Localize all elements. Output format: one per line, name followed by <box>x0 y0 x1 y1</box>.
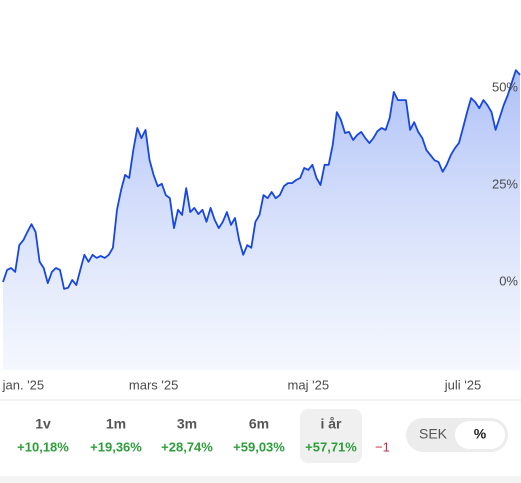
x-tick-label: jan. '25 <box>2 377 45 392</box>
y-tick-label: 25% <box>492 176 518 191</box>
period-label[interactable]: 3m <box>177 416 197 432</box>
period-change: +28,74% <box>161 439 213 454</box>
period-label[interactable]: 1v <box>35 416 51 432</box>
period-change: +19,36% <box>90 439 142 454</box>
period-change: +59,03% <box>233 439 285 454</box>
period-change: −1 <box>375 439 390 454</box>
x-tick-label: mars '25 <box>129 377 178 392</box>
area-fill <box>3 70 520 370</box>
period-change: +10,18% <box>17 439 69 454</box>
unit-toggle-active <box>455 421 505 449</box>
period-change: +57,71% <box>305 439 357 454</box>
y-tick-label: 0% <box>499 273 518 288</box>
price-line <box>2 69 521 290</box>
selected-period-bg <box>300 409 362 463</box>
unit-option[interactable]: SEK <box>419 426 448 442</box>
unit-option[interactable]: % <box>474 426 487 442</box>
period-label[interactable]: 6m <box>249 416 269 432</box>
period-label[interactable]: i år <box>320 416 342 432</box>
x-tick-label: juli '25 <box>444 377 481 392</box>
x-tick-label: maj '25 <box>288 377 330 392</box>
period-label[interactable]: 1m <box>106 416 126 432</box>
y-tick-label: 50% <box>492 79 518 94</box>
